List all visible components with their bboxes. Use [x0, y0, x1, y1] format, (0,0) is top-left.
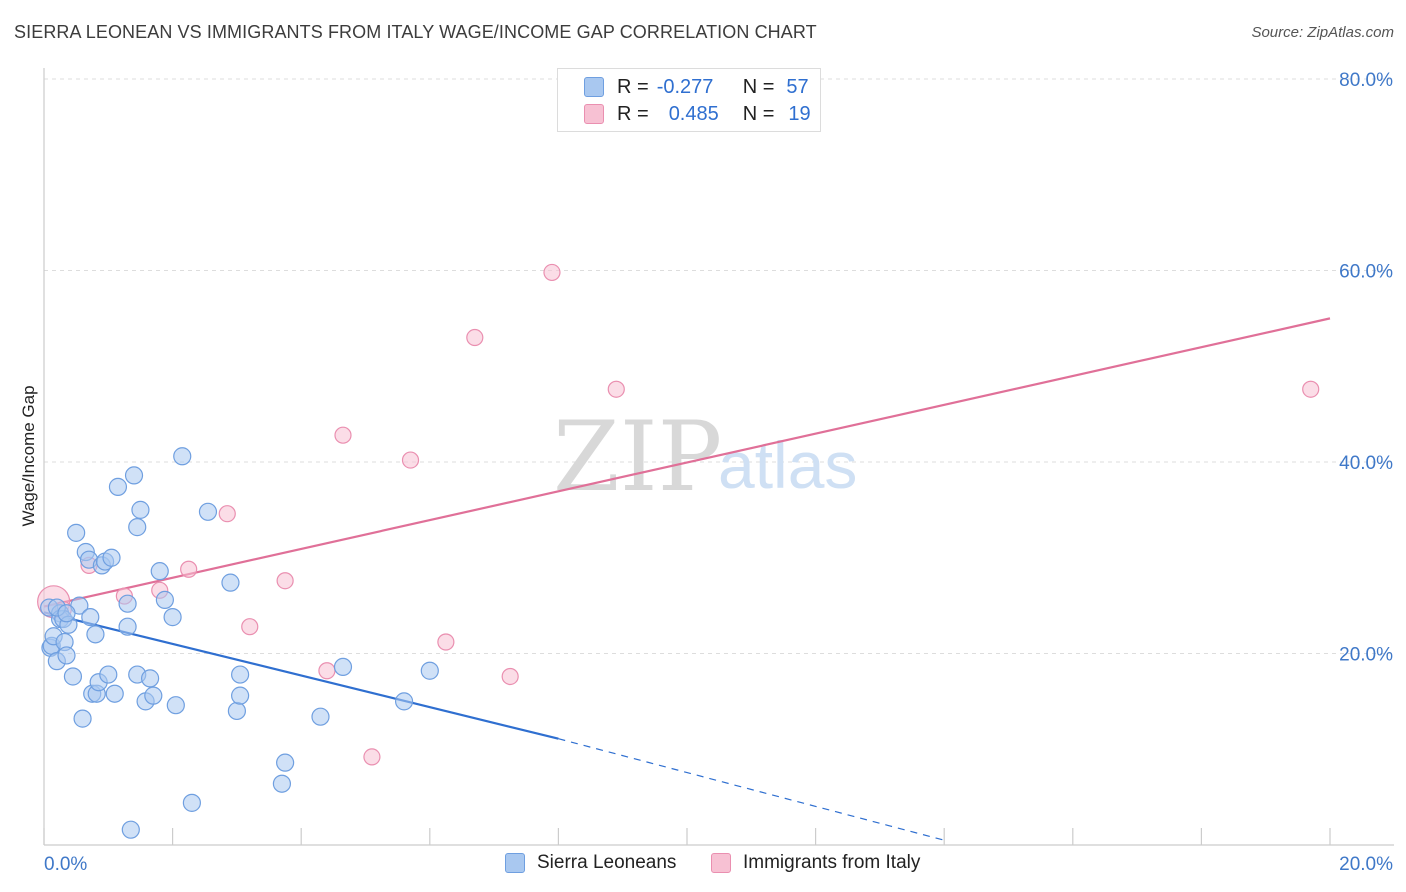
point-immigrants-from-italy	[543, 263, 561, 282]
point-sierra-leoneans	[67, 523, 86, 542]
point-sierra-leoneans	[105, 684, 124, 703]
watermark-zip: ZIP	[553, 401, 722, 513]
y-tick-label: 60.0%	[1339, 262, 1393, 283]
point-sierra-leoneans	[73, 709, 92, 728]
point-immigrants-from-italy	[180, 560, 198, 578]
bottom-legend-sierra-leoneans: Sierra Leoneans	[505, 852, 676, 874]
point-sierra-leoneans	[182, 793, 201, 812]
bottom-legend-swatch-pink	[711, 853, 731, 873]
legend-r-value: 0.485	[668, 102, 719, 125]
point-immigrants-from-italy	[334, 426, 352, 444]
point-sierra-leoneans	[131, 500, 150, 519]
point-sierra-leoneans	[155, 590, 174, 609]
bottom-legend-swatch-blue	[505, 853, 525, 873]
point-sierra-leoneans	[231, 686, 250, 705]
point-sierra-leoneans	[163, 608, 182, 627]
point-sierra-leoneans	[124, 466, 144, 485]
y-tick-label: 20.0%	[1339, 645, 1393, 666]
point-immigrants-from-italy	[1302, 380, 1320, 398]
trendline-immigrants-from-italy	[43, 317, 1331, 608]
correlation-legend: R = -0.277 N = 57 R = 0.485 N = 19	[557, 68, 821, 132]
point-immigrants-from-italy	[276, 572, 294, 590]
bottom-legend-label: Sierra Leoneans	[537, 852, 677, 873]
legend-r-label: R =	[617, 102, 649, 125]
points-layer	[37, 263, 1320, 839]
grid-layer	[44, 78, 1394, 654]
x-tick-label-min: 0.0%	[44, 854, 87, 875]
point-immigrants-from-italy	[501, 667, 519, 686]
y-axis-label: Wage/Income Gap	[19, 385, 38, 526]
point-sierra-leoneans	[198, 502, 218, 521]
point-sierra-leoneans	[81, 608, 100, 627]
legend-r-value: -0.277	[656, 75, 714, 98]
point-immigrants-from-italy	[241, 618, 259, 636]
point-sierra-leoneans	[221, 573, 240, 592]
point-immigrants-from-italy	[363, 748, 381, 766]
trendline-extension-sierra-leoneans	[558, 738, 945, 841]
point-sierra-leoneans	[86, 625, 105, 644]
source-label: Source: ZipAtlas.com	[1251, 24, 1394, 41]
point-sierra-leoneans	[150, 562, 169, 581]
point-sierra-leoneans	[231, 665, 250, 684]
axis-layer	[43, 68, 1394, 846]
legend-r-label: R =	[617, 75, 649, 98]
point-immigrants-from-italy	[318, 662, 336, 680]
point-sierra-leoneans	[57, 646, 76, 665]
point-sierra-leoneans	[276, 753, 295, 772]
legend-row-sierra-leoneans: R = -0.277 N = 57	[584, 74, 809, 100]
point-sierra-leoneans	[140, 669, 160, 688]
point-sierra-leoneans	[128, 518, 147, 537]
point-sierra-leoneans	[99, 665, 118, 684]
x-tick-label-max: 20.0%	[1339, 854, 1393, 875]
legend-swatch-blue	[584, 77, 604, 97]
point-sierra-leoneans	[394, 692, 414, 711]
point-sierra-leoneans	[311, 707, 330, 726]
point-sierra-leoneans	[272, 774, 292, 793]
point-sierra-leoneans	[102, 548, 121, 567]
point-sierra-leoneans	[57, 604, 76, 623]
point-immigrants-from-italy	[466, 328, 484, 347]
legend-n-value: 57	[786, 75, 809, 98]
point-immigrants-from-italy	[437, 633, 455, 651]
point-sierra-leoneans	[144, 686, 163, 705]
point-immigrants-from-italy	[401, 451, 420, 469]
point-sierra-leoneans	[166, 696, 185, 715]
point-sierra-leoneans	[333, 657, 353, 677]
legend-n-label: N =	[742, 75, 775, 98]
legend-n-value: 19	[788, 102, 811, 125]
point-sierra-leoneans	[108, 477, 128, 496]
legend-row-immigrants-from-italy: R = 0.485 N = 19	[584, 101, 811, 127]
label-layer: 20.0% 40.0% 60.0% 80.0% 0.0% 20.0% Wage/Income…	[19, 70, 1393, 875]
point-sierra-leoneans	[227, 701, 246, 721]
point-sierra-leoneans	[173, 447, 192, 466]
point-sierra-leoneans	[121, 820, 140, 839]
chart-title: SIERRA LEONEAN VS IMMIGRANTS FROM ITALY …	[14, 22, 817, 42]
y-tick-label: 80.0%	[1339, 70, 1393, 91]
bottom-legend-label: Immigrants from Italy	[743, 852, 921, 873]
point-immigrants-from-italy	[607, 380, 625, 398]
point-sierra-leoneans	[420, 661, 439, 680]
point-immigrants-from-italy	[218, 505, 236, 523]
y-tick-label: 40.0%	[1339, 453, 1393, 474]
point-sierra-leoneans	[118, 594, 137, 613]
bottom-legend-immigrants-from-italy: Immigrants from Italy	[711, 852, 920, 874]
legend-swatch-pink	[584, 104, 604, 124]
legend-n-label: N =	[742, 102, 775, 125]
point-sierra-leoneans	[118, 617, 137, 636]
point-sierra-leoneans	[63, 667, 83, 686]
